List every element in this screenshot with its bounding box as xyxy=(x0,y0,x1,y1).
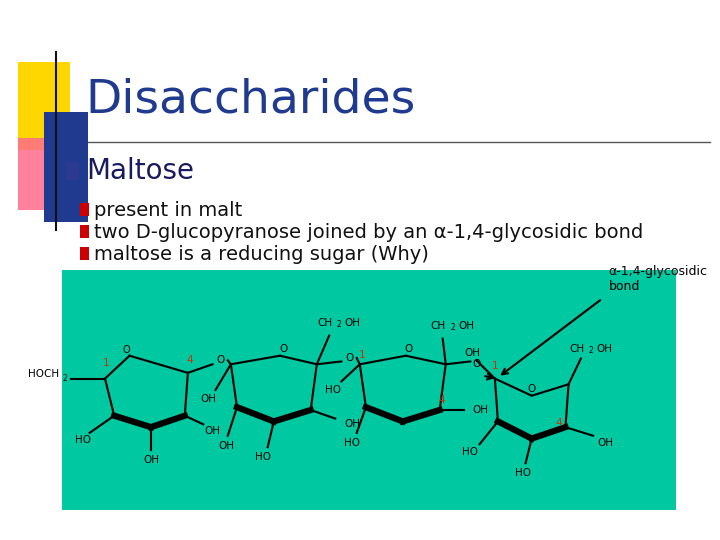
Bar xyxy=(18,138,60,210)
Text: 4: 4 xyxy=(186,355,193,365)
Text: two D-glucopyranose joined by an α-1,4-glycosidic bond: two D-glucopyranose joined by an α-1,4-g… xyxy=(94,222,643,241)
Text: OH: OH xyxy=(472,405,488,415)
Bar xyxy=(62,270,676,510)
Text: OH: OH xyxy=(143,455,159,465)
Text: present in malt: present in malt xyxy=(94,200,242,219)
Text: O: O xyxy=(405,344,413,354)
Text: OH: OH xyxy=(344,318,361,328)
Text: O: O xyxy=(279,344,287,354)
Text: O: O xyxy=(528,384,536,394)
Text: O: O xyxy=(122,345,130,355)
Text: α-1,4-glycosidic
bond: α-1,4-glycosidic bond xyxy=(608,265,708,293)
Text: HO: HO xyxy=(344,437,360,448)
Text: Maltose: Maltose xyxy=(86,157,194,185)
Text: OH: OH xyxy=(219,441,235,451)
Text: CH: CH xyxy=(569,344,584,354)
Text: HO: HO xyxy=(325,385,341,395)
Text: 4: 4 xyxy=(556,418,562,428)
Text: O: O xyxy=(345,353,354,363)
Text: CH: CH xyxy=(318,318,333,328)
Bar xyxy=(80,247,89,260)
Text: Disaccharides: Disaccharides xyxy=(85,78,415,123)
Text: 1: 1 xyxy=(359,349,365,360)
Text: HO: HO xyxy=(515,468,531,478)
Text: OH: OH xyxy=(344,419,361,429)
Text: OH: OH xyxy=(200,394,216,403)
Text: 1: 1 xyxy=(492,361,498,371)
Text: HO: HO xyxy=(76,435,91,445)
Text: 2: 2 xyxy=(63,374,68,383)
Text: 2: 2 xyxy=(336,320,341,329)
Text: HO: HO xyxy=(462,447,478,457)
Text: OH: OH xyxy=(596,344,612,354)
Text: HOCH: HOCH xyxy=(28,369,59,379)
Text: 4: 4 xyxy=(438,395,445,406)
Text: HO: HO xyxy=(256,453,271,462)
Bar xyxy=(18,62,70,150)
Text: maltose is a reducing sugar (Why): maltose is a reducing sugar (Why) xyxy=(94,245,429,264)
Text: O: O xyxy=(472,359,480,369)
Text: OH: OH xyxy=(464,348,480,358)
Text: OH: OH xyxy=(458,321,474,331)
Text: O: O xyxy=(216,355,225,365)
Bar xyxy=(44,112,88,222)
Bar xyxy=(66,162,79,180)
Text: OH: OH xyxy=(598,437,613,448)
Text: 2: 2 xyxy=(588,346,593,355)
Text: 2: 2 xyxy=(450,323,455,332)
Text: 1: 1 xyxy=(103,357,109,368)
Bar xyxy=(80,225,89,238)
Text: CH: CH xyxy=(431,321,446,331)
Text: OH: OH xyxy=(204,426,220,436)
Bar xyxy=(80,203,89,216)
